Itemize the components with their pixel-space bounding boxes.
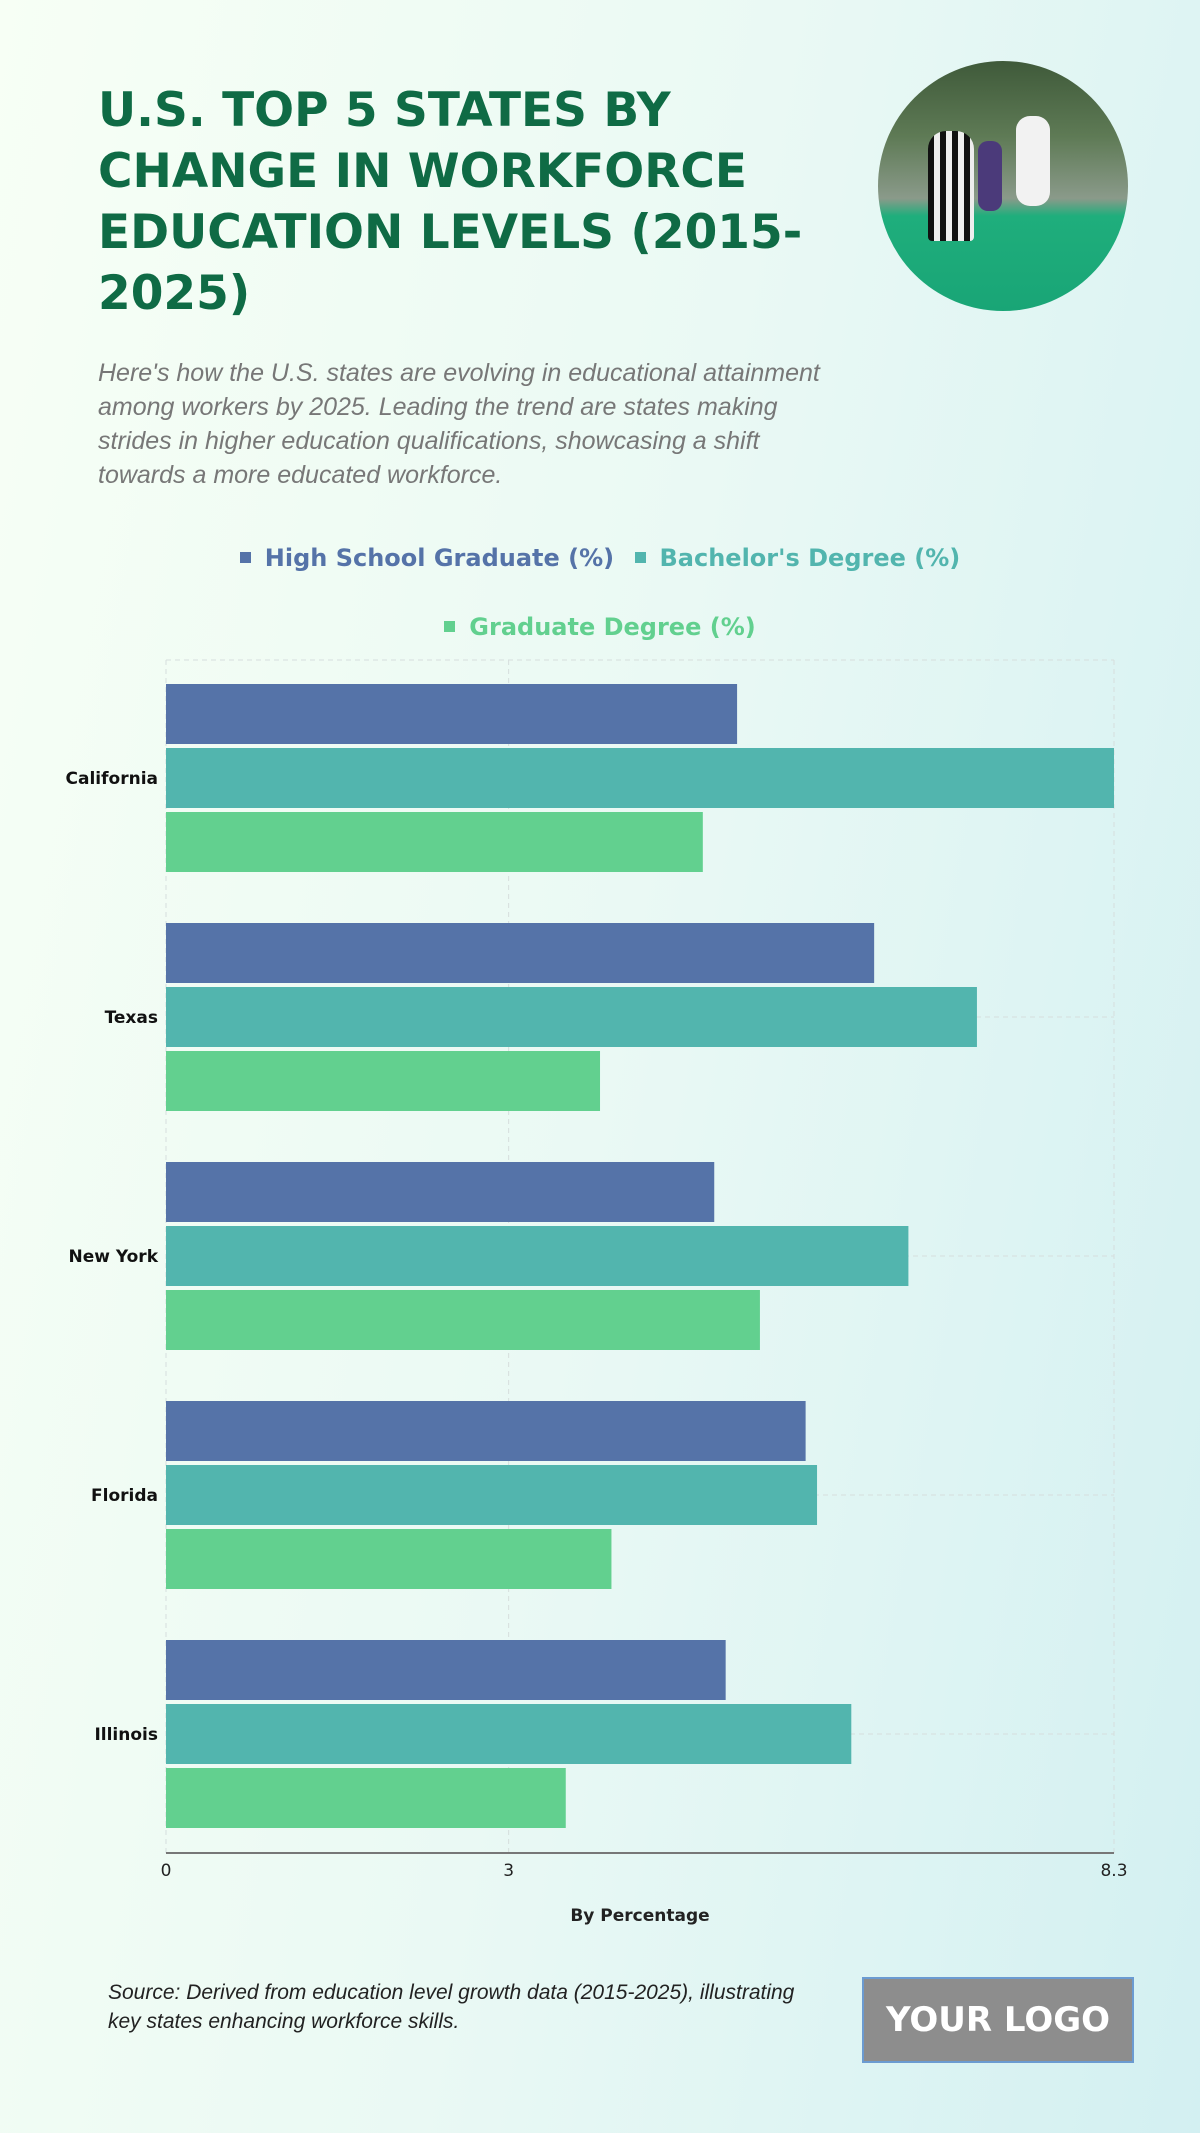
player-figure [978, 141, 1002, 211]
bar-chart: California Texas New York Florida Illinois 0 3… [66, 659, 1128, 1926]
bar-illinois-1 [166, 1704, 852, 1764]
bar-texas-2 [166, 1051, 601, 1111]
bar-new-york-2 [166, 1290, 760, 1350]
referee-figure [928, 131, 974, 241]
bar-texas-0 [166, 923, 875, 983]
legend-swatch [634, 552, 646, 563]
legend-swatch [444, 621, 456, 632]
x-tick-label: 3 [503, 1861, 514, 1881]
legend-row-1: High School Graduate (%) Bachelor's Degr… [0, 541, 1200, 572]
legend-row-2: Graduate Degree (%) [0, 610, 1200, 641]
x-tick-label: 8.3 [1100, 1861, 1127, 1881]
category-label: California [66, 769, 158, 789]
legend-label: High School Graduate (%) [264, 543, 615, 572]
player-figure [1016, 116, 1050, 206]
bar-florida-2 [166, 1529, 612, 1589]
bar-illinois-2 [166, 1768, 566, 1828]
legend-label: Graduate Degree (%) [469, 612, 756, 641]
lacrosse-photo [878, 61, 1128, 311]
category-label: Florida [91, 1486, 158, 1506]
legend-swatch [239, 552, 251, 563]
category-label: Texas [105, 1008, 158, 1028]
bar-new-york-0 [166, 1162, 715, 1222]
bar-texas-1 [166, 987, 977, 1047]
x-tick-label: 0 [161, 1861, 172, 1881]
bar-florida-1 [166, 1465, 818, 1525]
legend-item-high-school: High School Graduate (%) [239, 543, 615, 572]
legend-item-graduate: Graduate Degree (%) [444, 612, 756, 641]
source-note: Source: Derived from education level gro… [108, 1981, 795, 2033]
category-label: New York [69, 1247, 159, 1267]
bar-florida-0 [166, 1401, 806, 1461]
category-label: Illinois [94, 1725, 158, 1745]
legend-item-bachelors: Bachelor's Degree (%) [634, 543, 961, 572]
bar-illinois-0 [166, 1640, 726, 1700]
bar-california-0 [166, 684, 738, 744]
bar-new-york-1 [166, 1226, 909, 1286]
page-title: U.S. TOP 5 STATES BY CHANGE IN WORKFORCE… [98, 83, 803, 321]
bar-california-1 [166, 748, 1114, 808]
subtitle: Here's how the U.S. states are evolving … [98, 359, 820, 489]
legend-label: Bachelor's Degree (%) [659, 543, 961, 572]
x-axis-title: By Percentage [570, 1906, 709, 1926]
bar-california-2 [166, 812, 703, 872]
logo-placeholder: YOUR LOGO [862, 1977, 1134, 2063]
